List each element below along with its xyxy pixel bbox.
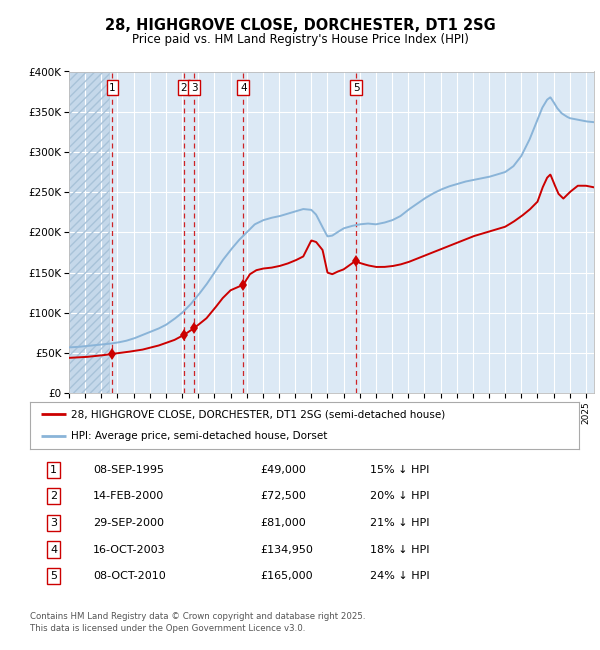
Text: 28, HIGHGROVE CLOSE, DORCHESTER, DT1 2SG: 28, HIGHGROVE CLOSE, DORCHESTER, DT1 2SG xyxy=(104,18,496,34)
Text: £81,000: £81,000 xyxy=(260,518,307,528)
Text: 24% ↓ HPI: 24% ↓ HPI xyxy=(370,571,430,581)
Text: 1: 1 xyxy=(50,465,57,474)
Text: Price paid vs. HM Land Registry's House Price Index (HPI): Price paid vs. HM Land Registry's House … xyxy=(131,32,469,46)
Text: 14-FEB-2000: 14-FEB-2000 xyxy=(93,491,164,501)
Text: 18% ↓ HPI: 18% ↓ HPI xyxy=(370,545,430,554)
Text: 4: 4 xyxy=(240,83,247,92)
Text: 3: 3 xyxy=(191,83,197,92)
Text: 15% ↓ HPI: 15% ↓ HPI xyxy=(370,465,430,474)
Text: £165,000: £165,000 xyxy=(260,571,313,581)
Text: 5: 5 xyxy=(353,83,359,92)
Text: HPI: Average price, semi-detached house, Dorset: HPI: Average price, semi-detached house,… xyxy=(71,431,328,441)
Text: 21% ↓ HPI: 21% ↓ HPI xyxy=(370,518,430,528)
Text: 20% ↓ HPI: 20% ↓ HPI xyxy=(370,491,430,501)
Text: 2: 2 xyxy=(50,491,57,501)
Bar xyxy=(69,72,109,393)
Text: £134,950: £134,950 xyxy=(260,545,313,554)
Text: 4: 4 xyxy=(50,545,57,554)
Bar xyxy=(69,72,109,393)
Text: 08-SEP-1995: 08-SEP-1995 xyxy=(93,465,164,474)
Text: £49,000: £49,000 xyxy=(260,465,307,474)
Text: 16-OCT-2003: 16-OCT-2003 xyxy=(93,545,166,554)
Text: 1: 1 xyxy=(109,83,116,92)
Text: 08-OCT-2010: 08-OCT-2010 xyxy=(93,571,166,581)
Text: 5: 5 xyxy=(50,571,57,581)
Text: 29-SEP-2000: 29-SEP-2000 xyxy=(93,518,164,528)
Text: 3: 3 xyxy=(50,518,57,528)
Text: 28, HIGHGROVE CLOSE, DORCHESTER, DT1 2SG (semi-detached house): 28, HIGHGROVE CLOSE, DORCHESTER, DT1 2SG… xyxy=(71,410,445,419)
Text: 2: 2 xyxy=(181,83,187,92)
Text: Contains HM Land Registry data © Crown copyright and database right 2025.
This d: Contains HM Land Registry data © Crown c… xyxy=(30,612,365,633)
Text: £72,500: £72,500 xyxy=(260,491,307,501)
